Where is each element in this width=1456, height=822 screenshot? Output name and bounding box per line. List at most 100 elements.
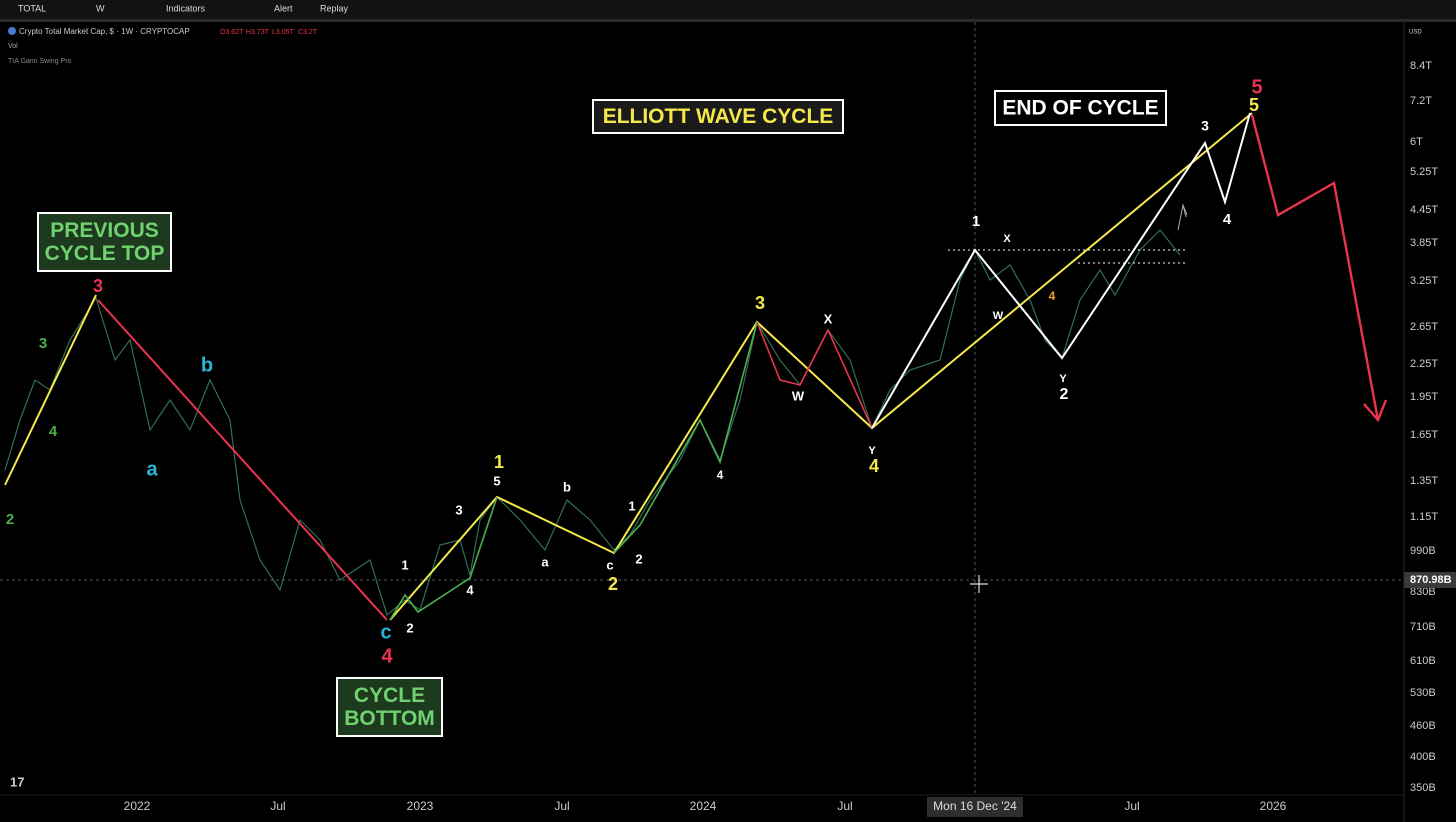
toolbar-item[interactable]: Indicators — [166, 3, 206, 13]
crosshair-price: 870.98B — [1410, 574, 1452, 586]
price-label: 830B — [1410, 586, 1436, 598]
annotation-text: CYCLE TOP — [45, 242, 165, 265]
wave-label: b — [563, 479, 571, 494]
wave-label: 3 — [39, 335, 47, 352]
legend-indicator: TIA Gann Swing Pro — [8, 58, 72, 65]
wave-label: Y — [868, 445, 876, 457]
symbol-icon — [8, 27, 16, 35]
wave-label: 4 — [49, 423, 58, 440]
crosshair-cursor — [970, 575, 988, 593]
wave-label: 4 — [717, 468, 724, 482]
price-label: 3.25T — [1410, 275, 1438, 287]
wave-line-green — [389, 496, 498, 621]
currency[interactable]: USD — [1409, 30, 1422, 36]
price-label: 3.85T — [1410, 237, 1438, 249]
wave-label: 5 — [1249, 95, 1259, 115]
wave-label: 4 — [869, 456, 879, 476]
wave-label: 2 — [608, 574, 618, 594]
annotation-box — [994, 90, 1167, 126]
wave-label: a — [541, 554, 549, 569]
wave-label: 4 — [381, 645, 393, 667]
price-label: 2.65T — [1410, 321, 1438, 333]
toolbar-border — [0, 19, 1456, 22]
logo: 17 — [10, 774, 24, 789]
time-label: 2024 — [690, 799, 717, 813]
wave-label: 4 — [466, 582, 474, 597]
wave-label: 5 — [1251, 76, 1262, 98]
wave-label: b — [201, 354, 213, 376]
wave-line-red — [97, 299, 388, 621]
wave-label: a — [146, 458, 158, 480]
projection-red — [1250, 114, 1380, 421]
wave-label: 3 — [1201, 118, 1209, 134]
wave-line-yellow — [389, 112, 1253, 621]
wave-label: W — [993, 310, 1004, 322]
time-label: 2022 — [124, 799, 151, 813]
legend-ohlc: L3.05T — [272, 29, 295, 36]
price-label: 530B — [1410, 687, 1436, 699]
annotation-text: PREVIOUS — [50, 219, 159, 242]
price-label: 1.35T — [1410, 475, 1438, 487]
wave-label: 2 — [6, 511, 14, 528]
wave-label: 3 — [755, 293, 765, 313]
price-label: 4.45T — [1410, 204, 1438, 216]
small-arrow — [1177, 203, 1188, 231]
price-label: 5.25T — [1410, 166, 1438, 178]
time-label: Jul — [1124, 799, 1139, 813]
wave-label: X — [824, 311, 833, 326]
crosshair-time-bg — [927, 797, 1023, 817]
wave-line-red — [756, 321, 873, 429]
projection-arrow — [1363, 399, 1388, 423]
wave-label: 1 — [494, 452, 504, 472]
toolbar-item[interactable]: W — [96, 3, 105, 13]
price-label: 2.25T — [1410, 358, 1438, 370]
wave-label: W — [792, 388, 805, 403]
annotation-text: END OF CYCLE — [1002, 97, 1158, 120]
legend-title: Crypto Total Market Cap, $ · 1W · CRYPTO… — [19, 27, 190, 36]
price-label: 8.4T — [1410, 60, 1432, 72]
toolbar-item[interactable]: TOTAL — [18, 3, 46, 13]
wave-label: Y — [1059, 373, 1067, 385]
wave-line-green — [613, 321, 758, 554]
price-label: 460B — [1410, 720, 1436, 732]
annotation-box — [37, 212, 172, 272]
price-label: 1.65T — [1410, 429, 1438, 441]
wave-label: 1 — [972, 213, 980, 230]
price-label: 1.95T — [1410, 391, 1438, 403]
toolbar-item[interactable]: Replay — [320, 3, 349, 13]
time-label: 2023 — [407, 799, 434, 813]
annotation-text: CYCLE — [354, 684, 425, 707]
annotation-box — [336, 677, 443, 737]
legend-ohlc: H3.73T — [246, 29, 270, 36]
wave-label: 5 — [493, 473, 500, 488]
wave-label: c — [606, 557, 613, 572]
wave-label: X — [1003, 233, 1011, 245]
time-label: Jul — [554, 799, 569, 813]
annotation-box — [592, 99, 844, 134]
price-label: 1.15T — [1410, 511, 1438, 523]
price-label: 350B — [1410, 782, 1436, 794]
price-label: 610B — [1410, 655, 1436, 667]
price-label: 6T — [1410, 136, 1423, 148]
toolbar — [0, 0, 1456, 19]
wave-label: 1 — [628, 498, 635, 513]
wave-label: 2 — [635, 551, 642, 566]
wave-label: 3 — [93, 276, 103, 296]
wave-label: 4 — [1223, 211, 1232, 228]
legend-vol: Vol — [8, 43, 18, 50]
time-label: 2026 — [1260, 799, 1287, 813]
price-label: 7.2T — [1410, 95, 1432, 107]
wave-label: 3 — [455, 502, 462, 517]
wave-label: 2 — [406, 620, 413, 635]
time-label: Jul — [270, 799, 285, 813]
time-label: Jul — [837, 799, 852, 813]
legend-ohlc: C3.2T — [298, 29, 318, 36]
price-label: 710B — [1410, 621, 1436, 633]
wave-label: 1 — [401, 557, 408, 572]
annotation-text: BOTTOM — [344, 707, 435, 730]
price-path — [4, 229, 1181, 617]
toolbar-item[interactable]: Alert — [274, 3, 293, 13]
wave-label: c — [380, 621, 391, 643]
